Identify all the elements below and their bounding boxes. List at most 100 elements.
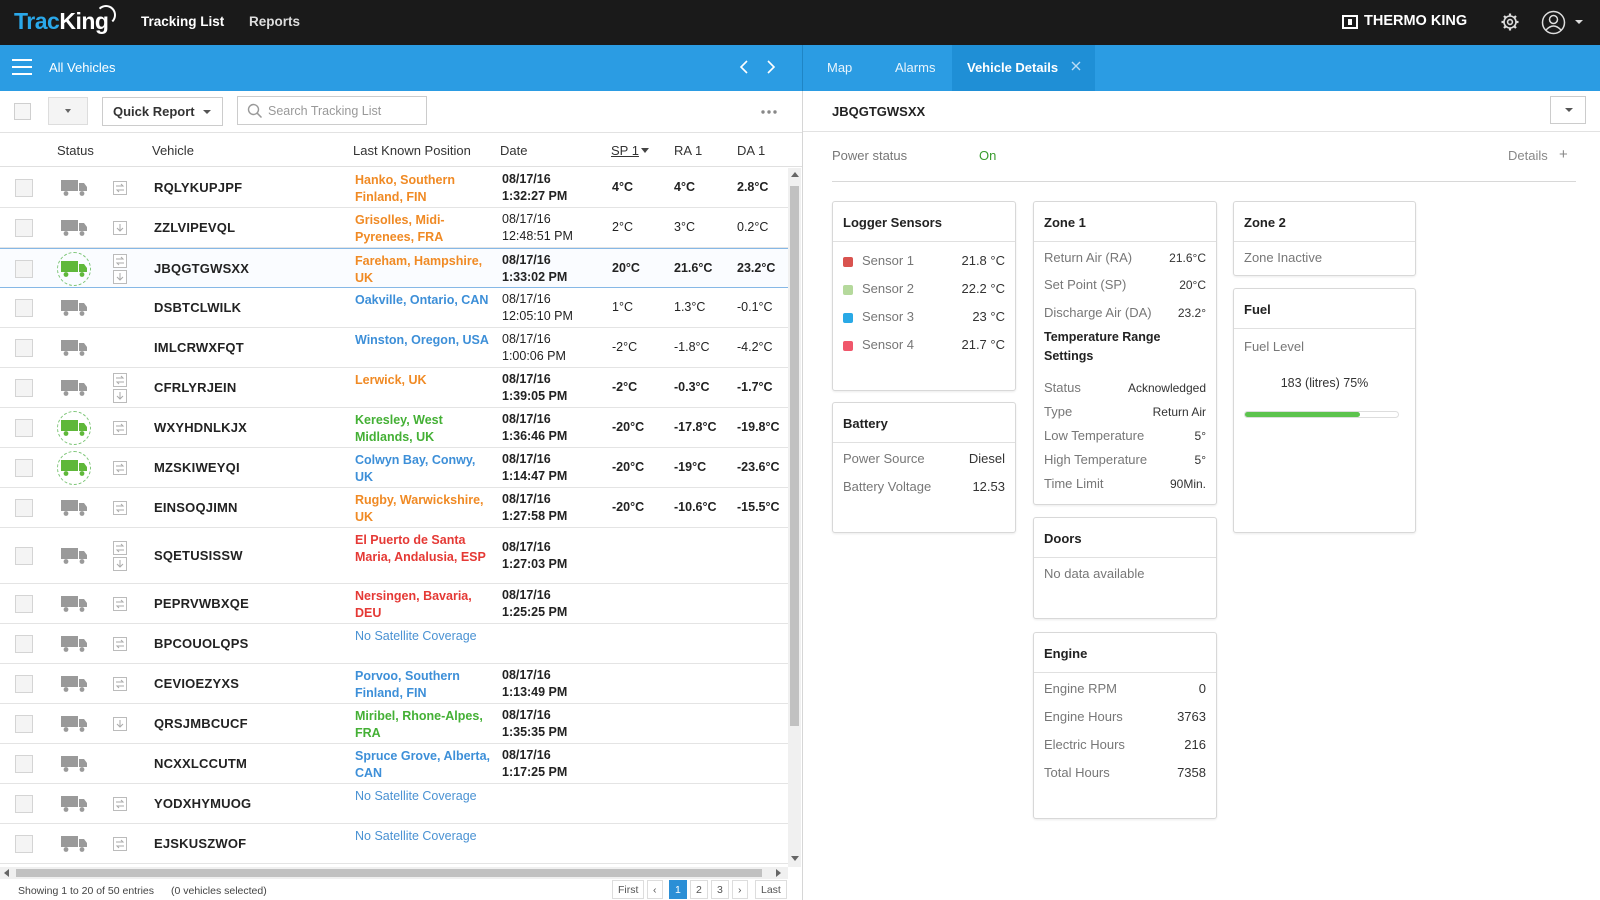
table-row[interactable]: YODXHYMUOG No Satellite Coverage (0, 784, 788, 824)
column-header-status[interactable]: Status (57, 143, 94, 158)
last-known-position[interactable]: Grisolles, Midi-Pyrenees, FRA (355, 213, 445, 244)
sync-document-icon[interactable] (113, 181, 127, 195)
vehicle-details-dropdown[interactable] (1550, 96, 1586, 124)
column-header-ra1[interactable]: RA 1 (674, 143, 703, 158)
scroll-right-arrow-icon[interactable] (776, 869, 781, 877)
last-known-position[interactable]: No Satellite Coverage (355, 629, 477, 643)
last-known-position[interactable]: Rugby, Warwickshire, UK (355, 493, 484, 524)
vehicle-id[interactable]: CFRLYRJEIN (154, 380, 237, 395)
sync-document-icon[interactable] (113, 541, 127, 555)
sync-document-icon[interactable] (113, 677, 127, 691)
chevron-left-icon[interactable] (736, 58, 752, 76)
gear-icon[interactable] (1500, 12, 1520, 32)
vehicle-id[interactable]: IMLCRWXFQT (154, 340, 244, 355)
vehicle-id[interactable]: BPCOUOLQPS (154, 636, 249, 651)
last-known-position[interactable]: No Satellite Coverage (355, 829, 477, 843)
bulk-select-dropdown[interactable] (48, 97, 88, 125)
sync-document-icon[interactable] (113, 373, 127, 387)
row-checkbox[interactable] (15, 379, 33, 397)
table-row[interactable]: EINSOQJIMN Rugby, Warwickshire, UK 08/17/1… (0, 488, 788, 528)
table-row[interactable]: WXYHDNLKJX Keresley, West Midlands, UK 08/… (0, 408, 788, 448)
vehicle-id[interactable]: PEPRVWBXQE (154, 596, 249, 611)
horizontal-scrollbar-thumb[interactable] (16, 869, 762, 877)
tab-alarms[interactable]: Alarms (895, 60, 936, 75)
download-document-icon[interactable] (113, 557, 127, 571)
vehicle-id[interactable]: SQETUSISSW (154, 548, 243, 563)
row-checkbox[interactable] (15, 499, 33, 517)
table-row[interactable]: QRSJMBCUCF Miribel, Rhone-Alpes, FRA 08/17… (0, 704, 788, 744)
row-checkbox[interactable] (15, 260, 33, 278)
quick-report-button[interactable]: Quick Report (102, 97, 223, 126)
row-checkbox[interactable] (15, 755, 33, 773)
column-header-da1[interactable]: DA 1 (737, 143, 766, 158)
nav-tracking-list[interactable]: Tracking List (141, 14, 225, 29)
row-checkbox[interactable] (15, 219, 33, 237)
sync-document-icon[interactable] (113, 501, 127, 515)
last-known-position[interactable]: Spruce Grove, Alberta, CAN (355, 749, 490, 780)
chevron-down-icon[interactable] (1572, 15, 1586, 29)
vehicle-id[interactable]: RQLYKUPJPF (154, 180, 243, 195)
row-checkbox[interactable] (15, 459, 33, 477)
vehicle-id[interactable]: MZSKIWEYQI (154, 460, 240, 475)
row-checkbox[interactable] (15, 795, 33, 813)
table-row[interactable]: SQETUSISSW El Puerto de Santa Maria, Anda… (0, 528, 788, 584)
trackking-logo[interactable]: TracKing (14, 5, 116, 35)
vehicle-id[interactable]: WXYHDNLKJX (154, 420, 248, 435)
row-checkbox[interactable] (15, 635, 33, 653)
first-page-button[interactable]: First (612, 880, 645, 899)
last-known-position[interactable]: Lerwick, UK (355, 373, 427, 387)
table-row[interactable]: NCXXLCCUTM Spruce Grove, Alberta, CAN 08/1… (0, 744, 788, 784)
last-known-position[interactable]: Porvoo, Southern Finland, FIN (355, 669, 460, 700)
last-known-position[interactable]: Nersingen, Bavaria, DEU (355, 589, 472, 620)
last-known-position[interactable]: Colwyn Bay, Conwy, UK (355, 453, 476, 484)
sync-document-icon[interactable] (113, 461, 127, 475)
vehicle-id[interactable]: DSBTCLWILK (154, 300, 242, 315)
hamburger-menu-icon[interactable] (12, 59, 32, 75)
vehicle-id[interactable]: YODXHYMUOG (154, 796, 252, 811)
nav-reports[interactable]: Reports (249, 14, 301, 29)
row-checkbox[interactable] (15, 179, 33, 197)
sync-document-icon[interactable] (113, 597, 127, 611)
tab-map[interactable]: Map (827, 60, 853, 75)
details-link[interactable]: Details (1508, 148, 1548, 163)
sync-document-icon[interactable] (113, 421, 127, 435)
last-page-button[interactable]: Last (755, 880, 787, 899)
search-input[interactable] (268, 102, 418, 120)
page-1-button[interactable]: 1 (669, 880, 687, 899)
table-row[interactable]: BPCOUOLQPS No Satellite Coverage (0, 624, 788, 664)
close-icon[interactable] (1071, 61, 1081, 71)
row-checkbox[interactable] (15, 419, 33, 437)
column-header-date[interactable]: Date (500, 143, 528, 158)
scroll-down-arrow-icon[interactable] (791, 856, 799, 861)
page-3-button[interactable]: 3 (711, 880, 729, 899)
last-known-position[interactable]: Miribel, Rhone-Alpes, FRA (355, 709, 483, 740)
row-checkbox[interactable] (15, 595, 33, 613)
last-known-position[interactable]: Fareham, Hampshire, UK (355, 254, 483, 285)
last-known-position[interactable]: No Satellite Coverage (355, 789, 477, 803)
download-document-icon[interactable] (113, 221, 127, 235)
column-header-last-known-position[interactable]: Last Known Position (353, 143, 471, 158)
row-checkbox[interactable] (15, 675, 33, 693)
more-options-icon[interactable] (760, 109, 778, 115)
table-row[interactable]: ZZLVIPEVQL Grisolles, Midi-Pyrenees, FRA 0… (0, 208, 788, 248)
column-header-sp1[interactable]: SP 1 (611, 143, 639, 158)
page-2-button[interactable]: 2 (690, 880, 708, 899)
table-row[interactable]: IMLCRWXFQT Winston, Oregon, USA 08/17/16 1:… (0, 328, 788, 368)
chevron-right-icon[interactable] (763, 58, 779, 76)
sort-desc-icon[interactable] (641, 148, 649, 153)
row-checkbox[interactable] (15, 339, 33, 357)
table-row[interactable]: DSBTCLWILK Oakville, Ontario, CAN 08/17/16… (0, 288, 788, 328)
row-checkbox[interactable] (15, 547, 33, 565)
tab-vehicle-details[interactable]: Vehicle Details (952, 45, 1095, 91)
last-known-position[interactable]: Oakville, Ontario, CAN (355, 293, 489, 307)
table-row[interactable]: MZSKIWEYQI Colwyn Bay, Conwy, UK 08/17/16 1… (0, 448, 788, 488)
horizontal-scrollbar[interactable] (0, 867, 788, 879)
user-avatar-icon[interactable] (1541, 10, 1566, 35)
vehicle-id[interactable]: QRSJMBCUCF (154, 716, 248, 731)
table-row[interactable]: JBQGTGWSXX Fareham, Hampshire, UK 08/17/16… (0, 248, 788, 288)
sync-document-icon[interactable] (113, 797, 127, 811)
download-document-icon[interactable] (113, 270, 127, 284)
prev-page-button[interactable]: ‹ (647, 880, 663, 899)
sync-document-icon[interactable] (113, 254, 127, 268)
sync-document-icon[interactable] (113, 637, 127, 651)
